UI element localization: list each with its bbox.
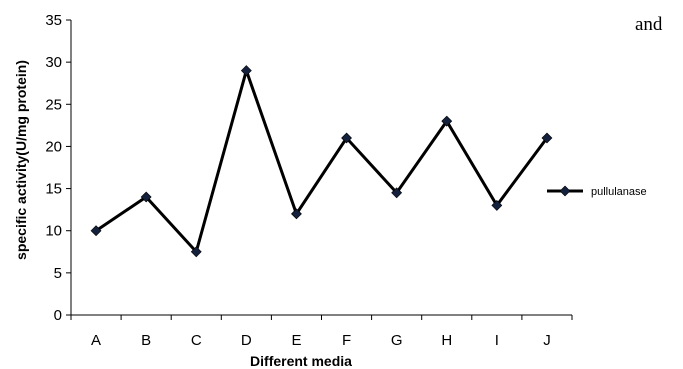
stray-text: and bbox=[635, 14, 663, 35]
data-point-marker bbox=[541, 132, 553, 144]
x-tick-label: F bbox=[342, 332, 351, 349]
data-point-marker bbox=[441, 115, 453, 127]
x-tick-label: G bbox=[391, 332, 403, 349]
x-tick-label: D bbox=[241, 332, 252, 349]
y-tick-label: 0 bbox=[54, 307, 62, 324]
y-tick-label: 30 bbox=[45, 54, 62, 71]
y-axis: 0 5 10 15 20 25 30 35 bbox=[45, 12, 72, 324]
x-tick-group: A B C D E F G H I J bbox=[70, 315, 573, 349]
data-point-marker bbox=[140, 191, 152, 203]
series-line-pullulanase bbox=[95, 65, 549, 255]
data-point-marker bbox=[341, 132, 352, 144]
y-tick-group: 0 5 10 15 20 25 30 35 bbox=[45, 12, 71, 324]
x-tick-label: E bbox=[291, 332, 301, 349]
x-tick-label: A bbox=[91, 332, 101, 349]
data-point-marker bbox=[190, 246, 202, 258]
legend-marker-diamond bbox=[559, 185, 571, 197]
data-point-marker bbox=[90, 225, 102, 237]
data-point-marker bbox=[491, 200, 503, 211]
x-tick-label: H bbox=[441, 332, 452, 349]
y-tick-label: 35 bbox=[45, 12, 62, 29]
data-point-marker bbox=[291, 208, 302, 220]
x-axis-title: Different media bbox=[250, 353, 352, 369]
x-tick-label: C bbox=[191, 332, 202, 349]
y-tick-label: 15 bbox=[45, 181, 62, 198]
y-tick-label: 5 bbox=[54, 265, 62, 282]
series-layer bbox=[90, 65, 553, 258]
y-tick-label: 10 bbox=[45, 223, 62, 240]
y-axis-title: specific activity(U/mg protein) bbox=[13, 60, 29, 260]
data-point-marker bbox=[391, 187, 403, 199]
x-axis: A B C D E F G H I J bbox=[70, 314, 573, 349]
data-point-marker bbox=[240, 65, 252, 76]
y-tick-label: 20 bbox=[45, 138, 62, 155]
x-tick-label: I bbox=[495, 332, 499, 349]
legend-label: pullulanase bbox=[591, 186, 647, 198]
series-markers bbox=[90, 65, 553, 258]
y-tick-label: 25 bbox=[45, 96, 62, 113]
legend: pullulanase bbox=[547, 185, 647, 198]
x-tick-label: J bbox=[543, 332, 551, 349]
x-tick-label: B bbox=[141, 332, 151, 349]
